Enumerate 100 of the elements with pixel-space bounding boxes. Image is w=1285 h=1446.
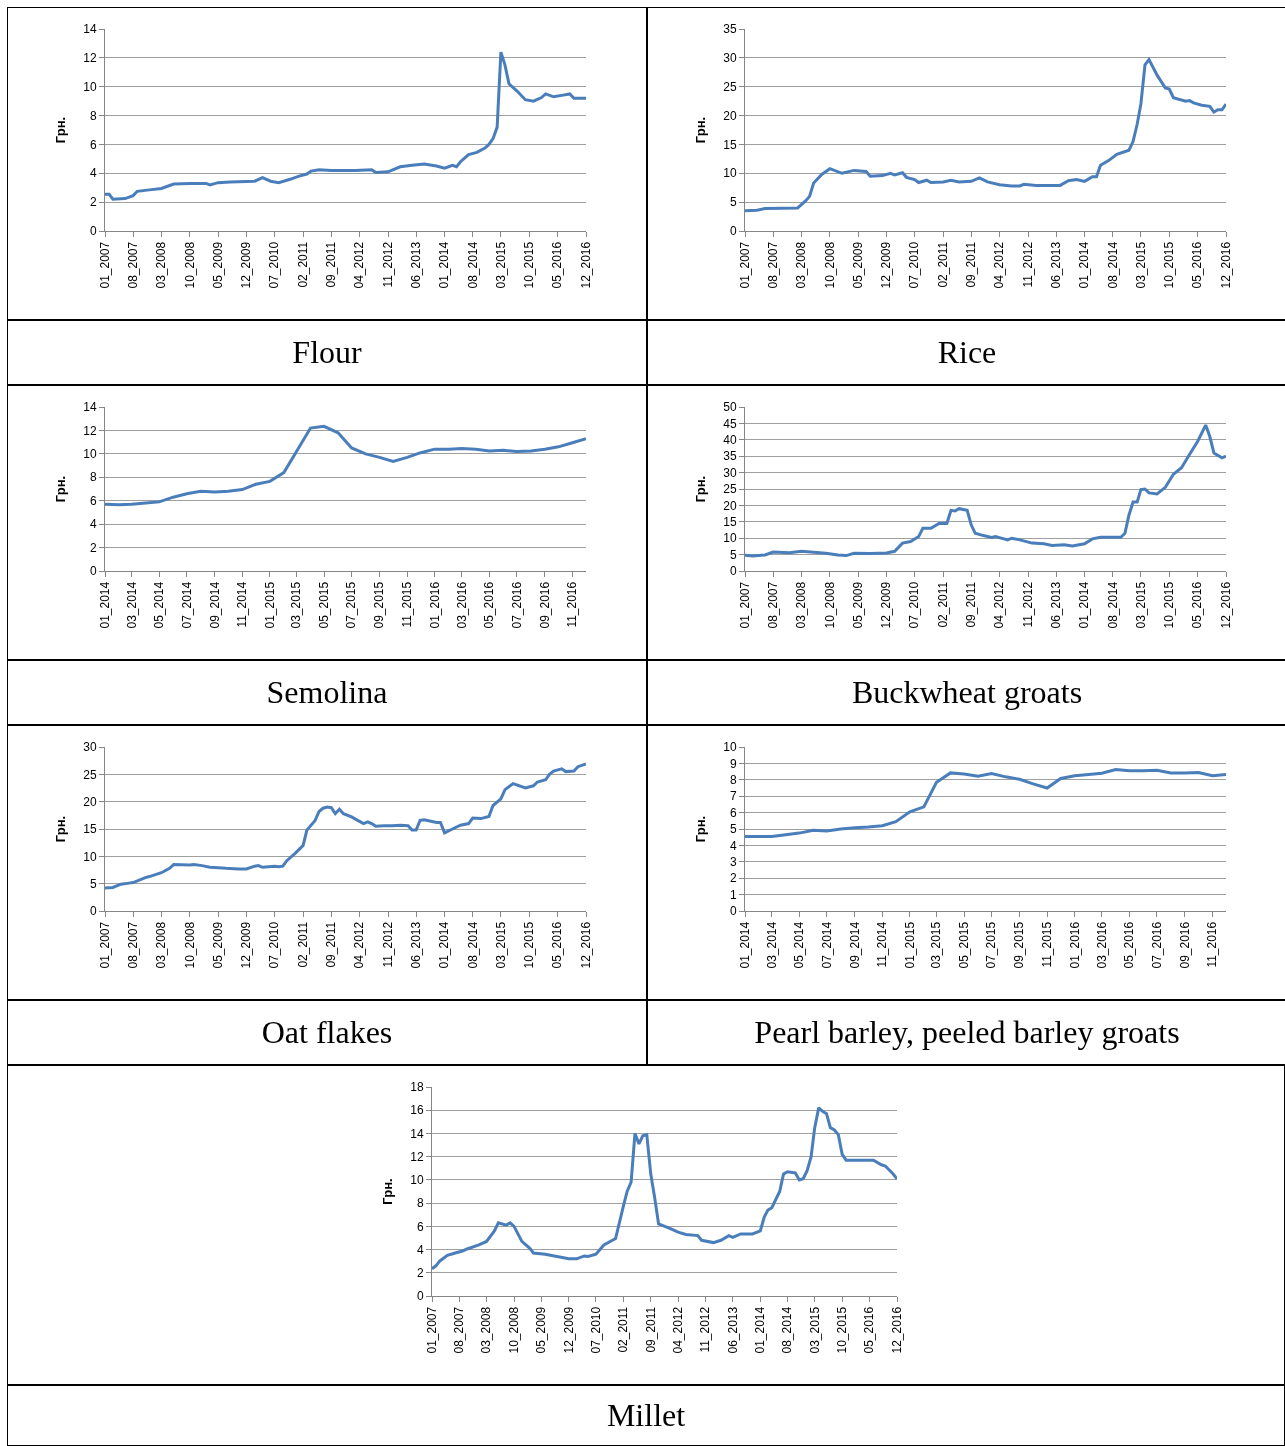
x-tick-label: 10_2015 — [522, 241, 537, 289]
x-tick-label: 11_2015 — [1040, 921, 1055, 968]
y-tick-label: 35 — [723, 22, 737, 37]
y-tick-label: 30 — [723, 465, 737, 480]
y-tick-label: 0 — [89, 224, 97, 239]
x-tick-label: 03_2015 — [493, 921, 508, 969]
y-tick-label: 2 — [89, 540, 97, 555]
y-tick-label: 10 — [723, 166, 737, 181]
line-series — [105, 50, 586, 201]
y-tick-label: 0 — [89, 904, 97, 919]
x-tick-label: 12_2009 — [879, 581, 894, 629]
x-tick-label: 09_2014 — [207, 581, 222, 629]
y-tick-label: 10 — [723, 740, 737, 755]
x-tick-label: 09_2016 — [537, 581, 552, 629]
text: Pearl barley, peeled barley groats — [647, 1000, 1285, 1065]
x-tick-label: 09_2011 — [964, 581, 979, 628]
x-tick-label: 05_2016 — [1190, 581, 1205, 629]
x-tick-label: 08_2007 — [452, 1306, 467, 1354]
x-tick-label: 05_2015 — [316, 581, 331, 629]
line-series — [105, 762, 586, 890]
y-tick-label: 12 — [83, 423, 97, 438]
y-tick-label: 1 — [729, 887, 737, 902]
y-tick-label: 12 — [83, 51, 97, 66]
y-tick-label: 8 — [729, 773, 737, 787]
text: Buckwheat groats — [647, 660, 1285, 725]
x-tick-label: 05_2016 — [550, 921, 565, 969]
y-tick-label: 16 — [410, 1103, 424, 1118]
x-tick-label: 05_2014 — [792, 921, 807, 969]
x-tick-label: 07_2010 — [267, 241, 282, 289]
x-tick-label: 05_2016 — [1122, 921, 1137, 969]
x-tick-label: 01_2014 — [753, 1306, 768, 1354]
y-axis-title: Грн. — [53, 116, 69, 144]
line-series — [745, 768, 1226, 838]
y-tick-label: 8 — [89, 108, 97, 123]
x-tick-label: 07_2016 — [1149, 921, 1164, 969]
y-tick-label: 6 — [416, 1219, 424, 1234]
x-tick-label: 07_2010 — [267, 921, 282, 969]
y-tick-label: 15 — [723, 137, 737, 152]
y-tick-label: 2 — [89, 195, 97, 210]
x-tick-label: 09_2011 — [324, 921, 339, 968]
x-tick-label: 03_2014 — [124, 581, 139, 629]
y-tick-label: 5 — [729, 822, 737, 837]
x-tick-label: 03_2015 — [807, 1306, 822, 1354]
x-tick-label: 10_2008 — [822, 241, 837, 289]
x-tick-label: 05_2014 — [152, 581, 167, 629]
y-axis-title: Грн. — [53, 475, 69, 503]
x-tick-label: 02_2011 — [936, 581, 951, 628]
line-series — [745, 58, 1226, 213]
x-tick-label: 01_2014 — [97, 581, 112, 629]
x-tick-label: 04_2012 — [992, 241, 1007, 289]
x-tick-label: 03_2008 — [794, 581, 809, 629]
y-tick-label: 20 — [723, 108, 737, 123]
x-tick-label: 03_2015 — [1133, 581, 1148, 629]
x-tick-label: 10_2008 — [182, 241, 197, 289]
x-tick-label: 03_2008 — [154, 241, 169, 289]
y-tick-label: 10 — [723, 531, 737, 546]
x-tick-label: 01_2014 — [1077, 581, 1092, 629]
y-tick-label: 8 — [89, 470, 97, 485]
y-tick-label: 15 — [83, 822, 97, 837]
y-tick-label: 10 — [83, 447, 97, 462]
x-tick-label: 05_2009 — [850, 581, 865, 629]
x-tick-label: 09_2011 — [324, 241, 339, 288]
x-tick-label: 10_2015 — [522, 921, 537, 969]
x-tick-label: 12_2016 — [1218, 241, 1233, 289]
x-tick-label: 11_2014 — [875, 921, 890, 968]
y-tick-label: 4 — [729, 838, 737, 853]
x-tick-label: 03_2008 — [479, 1306, 494, 1354]
x-tick-label: 01_2014 — [437, 241, 452, 289]
y-tick-label: 0 — [416, 1289, 424, 1304]
x-tick-label: 09_2014 — [847, 921, 862, 969]
x-tick-label: 08_2014 — [1105, 581, 1120, 629]
x-tick-label: 09_2015 — [372, 581, 387, 629]
y-axis-title: Грн. — [693, 815, 709, 843]
x-tick-label: 07_2010 — [907, 241, 922, 289]
y-tick-label: 0 — [89, 564, 97, 579]
x-tick-label: 03_2008 — [794, 241, 809, 289]
y-tick-label: 5 — [89, 876, 97, 891]
y-tick-label: 5 — [729, 547, 737, 562]
x-tick-label: 02_2011 — [936, 241, 951, 288]
y-tick-label: 0 — [729, 904, 737, 919]
y-tick-label: 10 — [83, 79, 97, 94]
x-tick-label: 03_2015 — [289, 581, 304, 629]
x-tick-label: 11_2012 — [698, 1306, 713, 1353]
x-tick-label: 09_2016 — [1177, 921, 1192, 969]
y-tick-label: 12 — [410, 1149, 424, 1164]
x-tick-label: 12_2009 — [561, 1306, 576, 1354]
x-tick-label: 01_2014 — [437, 921, 452, 969]
x-tick-label: 03_2016 — [454, 581, 469, 629]
x-tick-label: 04_2012 — [352, 921, 367, 969]
x-tick-label: 08_2007 — [126, 241, 141, 289]
y-tick-label: 6 — [89, 493, 97, 508]
x-tick-label: 08_2007 — [766, 241, 781, 289]
y-tick-label: 25 — [83, 767, 97, 782]
y-tick-label: 40 — [723, 433, 737, 447]
x-tick-label: 10_2015 — [1162, 241, 1177, 289]
x-tick-label: 09_2015 — [1012, 921, 1027, 969]
x-tick-label: 06_2013 — [1049, 581, 1064, 629]
x-tick-label: 12_2009 — [239, 241, 254, 289]
x-tick-label: 02_2011 — [296, 241, 311, 288]
x-tick-label: 05_2009 — [210, 241, 225, 289]
